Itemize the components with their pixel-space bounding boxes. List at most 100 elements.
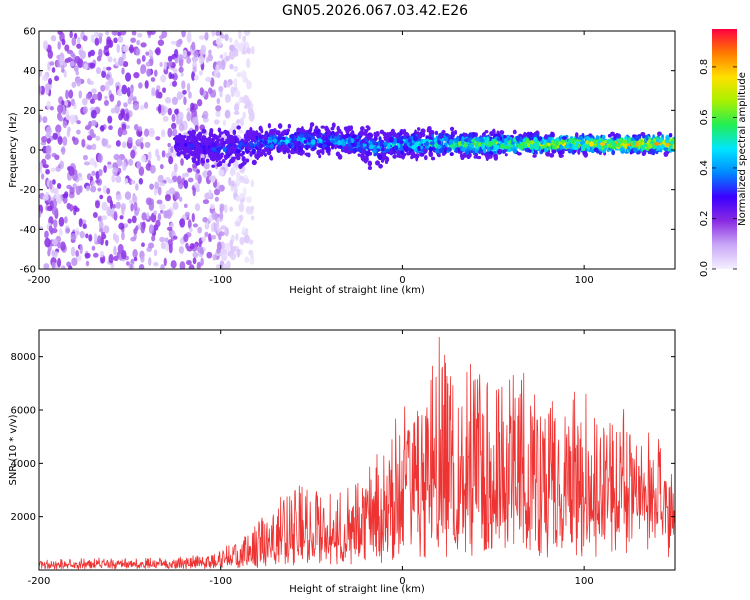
spectrogram-cell: [170, 73, 175, 79]
x-tick-label: 100: [575, 576, 594, 587]
spectrogram-cell: [172, 201, 179, 211]
spectrogram-cell: [203, 163, 210, 169]
spectrogram-cell: [164, 237, 169, 243]
colorbar-tick-label: 0.2: [699, 211, 710, 227]
spectrogram-cell: [438, 132, 443, 137]
spectrogram-cell: [466, 153, 471, 160]
spectrogram-cell: [173, 48, 179, 59]
spectrogram-cell: [154, 181, 160, 190]
spectrogram-cell: [270, 156, 274, 161]
spectrogram-cell: [290, 149, 294, 155]
spectrogram-cell: [390, 128, 395, 134]
spectrogram-cell: [85, 92, 92, 100]
spectrogram-cell: [138, 126, 143, 132]
spectrogram-cell: [410, 151, 416, 157]
spectrogram-cell: [368, 144, 374, 150]
spectrogram-cell: [106, 66, 112, 71]
spectrogram-cell: [550, 132, 555, 139]
spectrogram-cell: [303, 139, 308, 144]
spectrogram-cell: [373, 152, 377, 157]
spectrogram-cell: [69, 114, 76, 124]
spectrogram-cell: [191, 157, 196, 161]
spectrogram-cell: [97, 187, 102, 192]
spectrogram-cell: [189, 227, 193, 233]
spectrogram-cell: [579, 135, 583, 141]
spectrogram-cell: [341, 141, 347, 147]
spectrogram-cell: [92, 211, 98, 219]
spectrogram-cell: [236, 72, 242, 78]
spectrogram-cell: [224, 242, 230, 252]
spectrogram-cell: [574, 132, 579, 138]
spectrogram-cell: [78, 218, 83, 228]
spectrogram-cell: [663, 147, 669, 151]
spectrogram-cell: [109, 200, 114, 210]
spectrogram-cell: [101, 231, 106, 237]
spectrogram-cell: [100, 84, 106, 92]
spectrogram-cell: [263, 153, 267, 157]
spectrogram-cell: [200, 138, 206, 144]
spectrogram-cell: [91, 245, 96, 251]
spectrogram-cell: [520, 144, 524, 149]
spectrogram-cell: [454, 147, 459, 154]
spectrogram-cell: [640, 131, 646, 137]
spectrogram-cell: [401, 154, 405, 160]
spectrogram-cell: [265, 144, 271, 149]
spectrogram-cell: [117, 35, 124, 43]
y-tick-label: 0: [30, 146, 36, 157]
spectrogram-cell: [660, 144, 665, 150]
spectrogram-cell: [231, 142, 236, 147]
spectrogram-cell: [326, 132, 330, 137]
spectrogram-cell: [545, 151, 551, 157]
spectrogram-cell: [362, 143, 367, 148]
spectrogram-cell: [367, 166, 372, 171]
spectrogram-cell: [242, 94, 250, 105]
spectrogram-cell: [145, 61, 151, 67]
spectrogram-cell: [647, 143, 653, 149]
spectrogram-cell: [118, 56, 124, 67]
spectrogram-cell: [258, 134, 263, 140]
spectrogram-cell: [377, 154, 383, 161]
spectrogram-cell: [248, 113, 255, 122]
colorbar-ticks: 0.0 0.2 0.4 0.6 0.8: [699, 59, 737, 277]
spectrogram-cell: [287, 123, 292, 129]
spectrogram-cell: [202, 169, 208, 179]
spectrogram-cell: [396, 133, 400, 140]
spectrogram-cell: [229, 63, 234, 70]
spectrogram-cell: [71, 36, 77, 47]
spectrogram-cell: [364, 137, 369, 144]
spectrogram-cell: [529, 140, 535, 145]
spectrogram-cell: [167, 239, 173, 248]
spectrogram-cell: [468, 132, 474, 139]
spectrogram-cell: [106, 144, 112, 149]
spectrogram-cell: [242, 226, 246, 234]
spectrogram-cell: [84, 252, 91, 259]
spectrogram-cell: [669, 148, 673, 153]
spectrogram-cell: [61, 38, 66, 46]
spectrogram-cell: [519, 136, 523, 143]
spectrogram-cell: [213, 119, 220, 125]
spectrogram-cell: [172, 128, 178, 137]
spectrogram-cell: [512, 137, 516, 143]
spectrogram-cell: [127, 136, 133, 144]
spectrogram-cell: [111, 174, 116, 183]
spectrogram-cell: [157, 174, 164, 183]
spectrogram-cell: [65, 89, 69, 100]
spectrogram-cell: [185, 242, 189, 249]
spectrogram-cell: [107, 56, 113, 63]
spectrogram-cell: [463, 132, 468, 137]
spectrogram-cell: [97, 235, 102, 245]
spectrogram-cell: [140, 224, 145, 234]
spectrogram-cell: [191, 41, 196, 51]
spectrogram-cell: [378, 136, 382, 142]
spectrogram-cell: [226, 133, 231, 140]
spectrogram-cell: [544, 134, 549, 139]
spectrogram-cell: [54, 75, 60, 82]
spectrogram-cell: [248, 239, 254, 245]
spectrogram-cell: [346, 143, 352, 148]
spectrogram-cell: [581, 145, 585, 151]
spectrogram-cell: [151, 87, 156, 95]
spectrogram-cell: [211, 164, 216, 168]
spectrogram-cell: [219, 131, 224, 135]
spectrogram-cell: [351, 134, 357, 139]
spectrogram-cell: [403, 143, 407, 147]
